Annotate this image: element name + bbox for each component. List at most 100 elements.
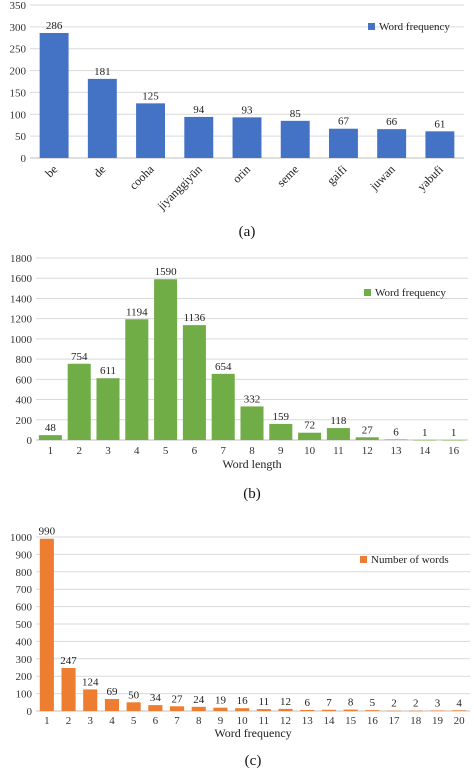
bar — [38, 435, 62, 440]
y-tick-label: 250 — [10, 44, 27, 56]
legend: Number of words — [360, 554, 449, 566]
x-tick-label: 1 — [48, 445, 54, 457]
bar — [232, 117, 262, 158]
data-label: 1590 — [155, 266, 178, 278]
data-label: 69 — [106, 686, 118, 698]
y-tick-label: 1200 — [10, 314, 33, 326]
x-tick-label: seme — [274, 162, 301, 189]
x-tick-label: 10 — [304, 445, 316, 457]
y-tick-label: 150 — [10, 87, 27, 99]
y-tick-label: 600 — [16, 602, 33, 614]
x-tick-label: 3 — [88, 715, 94, 727]
x-tick-label: 11 — [333, 445, 344, 457]
y-tick-label: 1000 — [10, 334, 33, 346]
data-label: 1 — [451, 427, 457, 439]
x-tick-label: 4 — [109, 715, 115, 727]
data-label: 27 — [172, 693, 184, 705]
x-tick-label: 11 — [259, 715, 270, 727]
data-label: 11 — [259, 696, 270, 708]
x-tick-label: 2 — [66, 715, 72, 727]
data-label: 1 — [422, 427, 428, 439]
data-label: 2 — [391, 698, 397, 710]
y-tick-label: 0 — [27, 435, 33, 447]
bar — [425, 131, 455, 158]
x-tick-label: cooha — [127, 162, 158, 193]
x-tick-label: 9 — [278, 445, 284, 457]
x-tick-label: 6 — [153, 715, 159, 727]
x-tick-label: 12 — [362, 445, 373, 457]
y-tick-label: 1600 — [10, 273, 33, 285]
data-label: 181 — [94, 66, 111, 78]
data-label: 50 — [128, 689, 140, 701]
x-tick-label: 9 — [218, 715, 224, 727]
data-label: 93 — [242, 104, 254, 116]
data-label: 124 — [82, 676, 99, 688]
data-label: 247 — [60, 655, 77, 667]
data-label: 7 — [326, 697, 332, 709]
x-axis-title: Word frequency — [214, 726, 291, 740]
bar — [365, 710, 380, 711]
x-tick-label: jiyanggiyūn — [154, 162, 205, 213]
bar — [39, 538, 54, 711]
data-label: 332 — [244, 393, 261, 405]
y-tick-label: 300 — [10, 22, 27, 34]
x-tick-label: orin — [230, 162, 254, 186]
data-label: 159 — [273, 411, 290, 423]
bar — [377, 129, 407, 158]
bar — [413, 439, 437, 441]
data-label: 61 — [434, 118, 445, 130]
chart-3: 0100200300400500600700800900100099012472… — [10, 526, 470, 769]
bar — [298, 432, 322, 440]
data-label: 5 — [370, 697, 376, 709]
y-tick-label: 900 — [16, 549, 33, 561]
bar — [321, 709, 337, 711]
data-label: 6 — [393, 426, 399, 438]
data-label: 4 — [456, 697, 462, 709]
x-tick-label: 7 — [220, 445, 226, 457]
data-label: 8 — [348, 697, 354, 709]
bar — [125, 319, 149, 440]
bar — [184, 116, 214, 158]
bar — [235, 708, 250, 711]
bar — [87, 78, 117, 158]
data-label: 611 — [100, 365, 116, 377]
x-tick-label: 17 — [389, 715, 401, 727]
bar — [182, 325, 206, 440]
x-tick-label: yabufi — [414, 162, 446, 194]
x-tick-label: 5 — [131, 715, 137, 727]
bar — [343, 709, 358, 711]
legend-label: Word frequency — [379, 21, 450, 33]
chart-1: 0 50 100 150 200 250 300 350 286 be 181 de 125 cooha 9… — [10, 0, 464, 240]
x-tick-label: 4 — [134, 445, 140, 457]
bar — [326, 428, 350, 440]
y-tick-label: 800 — [16, 354, 33, 366]
x-tick-label: 7 — [174, 715, 180, 727]
data-label: 1194 — [126, 306, 148, 318]
bar — [280, 120, 310, 158]
data-label: 118 — [330, 415, 347, 427]
data-label: 754 — [71, 351, 88, 363]
figure-caption: (a) — [239, 224, 256, 240]
legend-label: Number of words — [371, 554, 449, 566]
figure-caption: (b) — [243, 486, 261, 502]
y-tick-label: 500 — [16, 619, 33, 631]
data-label: 94 — [193, 104, 205, 116]
bar — [256, 709, 271, 711]
data-label: 1136 — [184, 312, 206, 324]
bar — [430, 710, 445, 712]
bar — [442, 439, 466, 441]
data-label: 990 — [39, 526, 56, 538]
bar — [104, 698, 120, 711]
bar — [39, 32, 69, 158]
y-tick-label: 100 — [16, 689, 33, 701]
bar — [191, 706, 206, 711]
legend-label: Word frequency — [375, 287, 446, 299]
bar — [67, 363, 91, 440]
y-tick-label: 200 — [16, 671, 33, 683]
y-tick-label: 50 — [15, 131, 27, 143]
data-label: 85 — [290, 108, 302, 120]
bar — [169, 706, 185, 711]
y-tick-label: 350 — [10, 0, 27, 12]
bar — [384, 439, 408, 440]
bar — [213, 707, 228, 711]
